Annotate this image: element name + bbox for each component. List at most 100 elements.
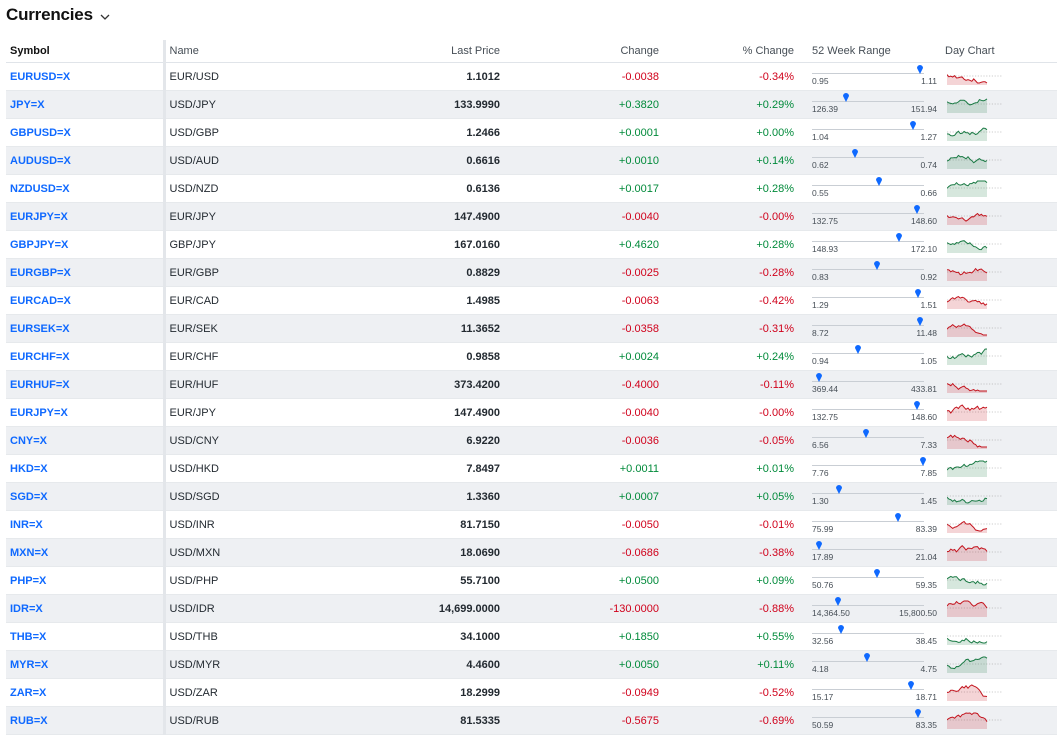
day-chart-cell: [941, 538, 1057, 567]
symbol-link[interactable]: MYR=X: [10, 658, 49, 671]
range-high: 151.94: [911, 104, 937, 114]
table-row[interactable]: INR=X USD/INR 81.7150 -0.0050 -0.01% 75.…: [6, 510, 1057, 539]
symbol-cell: CNY=X: [6, 426, 164, 455]
table-row[interactable]: AUDUSD=X USD/AUD 0.6616 +0.0010 +0.14% 0…: [6, 146, 1057, 175]
range-track: [812, 409, 924, 410]
symbol-link[interactable]: ZAR=X: [10, 686, 47, 699]
range-marker-icon: [914, 205, 921, 214]
symbol-link[interactable]: CNY=X: [10, 434, 47, 447]
name-cell: EUR/GBP: [162, 258, 309, 287]
range-track: [812, 605, 924, 606]
symbol-link[interactable]: GBPJPY=X: [10, 238, 69, 251]
symbol-link[interactable]: EURSEK=X: [10, 322, 70, 335]
table-header-row: Symbol Name Last Price Change % Change 5…: [6, 40, 1057, 63]
day-sparkline: [947, 711, 1003, 729]
pct-change-cell: +0.09%: [663, 566, 798, 595]
table-row[interactable]: SGD=X USD/SGD 1.3360 +0.0007 +0.05% 1.30…: [6, 482, 1057, 511]
symbol-link[interactable]: EURGBP=X: [10, 266, 71, 279]
table-row[interactable]: GBPJPY=X GBP/JPY 167.0160 +0.4620 +0.28%…: [6, 230, 1057, 259]
range-track: [812, 157, 924, 158]
table-row[interactable]: EURHUF=X EUR/HUF 373.4200 -0.4000 -0.11%…: [6, 370, 1057, 399]
table-row[interactable]: EURCAD=X EUR/CAD 1.4985 -0.0063 -0.42% 1…: [6, 286, 1057, 315]
change-cell: +0.4620: [504, 230, 663, 259]
range-track: [812, 73, 924, 74]
symbol-link[interactable]: EURJPY=X: [10, 210, 68, 223]
currencies-dropdown[interactable]: Currencies: [6, 4, 110, 26]
range-track: [812, 101, 924, 102]
col-header-52-week-range: 52 Week Range: [798, 40, 941, 63]
range-low: 126.39: [812, 104, 838, 114]
table-row[interactable]: CNY=X USD/CNY 6.9220 -0.0036 -0.05% 6.56…: [6, 426, 1057, 455]
col-header-last-price[interactable]: Last Price: [309, 40, 504, 63]
table-row[interactable]: GBPUSD=X USD/GBP 1.2466 +0.0001 +0.00% 1…: [6, 118, 1057, 147]
table-row[interactable]: EURJPY=X EUR/JPY 147.4900 -0.0040 -0.00%…: [6, 202, 1057, 231]
table-row[interactable]: EURSEK=X EUR/SEK 11.3652 -0.0358 -0.31% …: [6, 314, 1057, 343]
table-row[interactable]: PHP=X USD/PHP 55.7100 +0.0500 +0.09% 50.…: [6, 566, 1057, 595]
symbol-link[interactable]: SGD=X: [10, 490, 48, 503]
symbol-link[interactable]: PHP=X: [10, 574, 47, 587]
col-header-symbol[interactable]: Symbol: [6, 40, 164, 63]
table-row[interactable]: EURGBP=X EUR/GBP 0.8829 -0.0025 -0.28% 0…: [6, 258, 1057, 287]
table-row[interactable]: EURJPY=X EUR/JPY 147.4900 -0.0040 -0.00%…: [6, 398, 1057, 427]
symbol-link[interactable]: NZDUSD=X: [10, 182, 70, 195]
symbol-link[interactable]: GBPUSD=X: [10, 126, 71, 139]
change-cell: -0.5675: [504, 706, 663, 735]
range-track: [812, 521, 924, 522]
symbol-link[interactable]: HKD=X: [10, 462, 48, 475]
col-header-name[interactable]: Name: [162, 40, 309, 63]
table-row[interactable]: NZDUSD=X USD/NZD 0.6136 +0.0017 +0.28% 0…: [6, 174, 1057, 203]
day-sparkline: [947, 495, 1003, 505]
day-chart-cell: [941, 622, 1057, 651]
symbol-link[interactable]: EURCHF=X: [10, 350, 70, 363]
symbol-link[interactable]: EURUSD=X: [10, 70, 71, 83]
table-row[interactable]: THB=X USD/THB 34.1000 +0.1850 +0.55% 32.…: [6, 622, 1057, 651]
symbol-cell: MYR=X: [6, 650, 164, 679]
symbol-link[interactable]: THB=X: [10, 630, 47, 643]
range-cell: 14,364.50 15,800.50: [798, 594, 941, 623]
last-price-cell: 133.9990: [309, 90, 504, 119]
col-header-pct-change[interactable]: % Change: [663, 40, 798, 63]
range-high: 0.66: [920, 188, 937, 198]
table-row[interactable]: MXN=X USD/MXN 18.0690 -0.0686 -0.38% 17.…: [6, 538, 1057, 567]
col-header-change[interactable]: Change: [504, 40, 663, 63]
table-row[interactable]: HKD=X USD/HKD 7.8497 +0.0011 +0.01% 7.76…: [6, 454, 1057, 483]
name-cell: EUR/CAD: [162, 286, 309, 315]
range-marker-icon: [854, 345, 861, 354]
day-chart-cell: [941, 146, 1057, 175]
symbol-link[interactable]: IDR=X: [10, 602, 43, 615]
table-row[interactable]: JPY=X USD/JPY 133.9990 +0.3820 +0.29% 12…: [6, 90, 1057, 119]
range-low: 7.76: [812, 468, 829, 478]
range-track: [812, 213, 924, 214]
table-row[interactable]: EURCHF=X EUR/CHF 0.9858 +0.0024 +0.24% 0…: [6, 342, 1057, 371]
change-cell: -0.0949: [504, 678, 663, 707]
symbol-link[interactable]: EURJPY=X: [10, 406, 68, 419]
day-chart-cell: [941, 230, 1057, 259]
symbol-link[interactable]: EURHUF=X: [10, 378, 70, 391]
name-cell: USD/MXN: [162, 538, 309, 567]
range-high: 4.75: [920, 664, 937, 674]
range-track: [812, 129, 924, 130]
last-price-cell: 0.9858: [309, 342, 504, 371]
table-row[interactable]: IDR=X USD/IDR 14,699.0000 -130.0000 -0.8…: [6, 594, 1057, 623]
range-marker-icon: [862, 429, 869, 438]
range-cell: 1.04 1.27: [798, 118, 941, 147]
last-price-cell: 147.4900: [309, 202, 504, 231]
range-track: [812, 185, 924, 186]
symbol-link[interactable]: EURCAD=X: [10, 294, 71, 307]
table-row[interactable]: RUB=X USD/RUB 81.5335 -0.5675 -0.69% 50.…: [6, 706, 1057, 735]
range-cell: 132.75 148.60: [798, 202, 941, 231]
table-row[interactable]: EURUSD=X EUR/USD 1.1012 -0.0038 -0.34% 0…: [6, 62, 1057, 91]
range-marker-icon: [851, 149, 858, 158]
symbol-link[interactable]: MXN=X: [10, 546, 49, 559]
range-cell: 1.30 1.45: [798, 482, 941, 511]
pct-change-cell: -0.00%: [663, 398, 798, 427]
table-row[interactable]: ZAR=X USD/ZAR 18.2999 -0.0949 -0.52% 15.…: [6, 678, 1057, 707]
symbol-link[interactable]: AUDUSD=X: [10, 154, 71, 167]
table-row[interactable]: MYR=X USD/MYR 4.4600 +0.0050 +0.11% 4.18…: [6, 650, 1057, 679]
symbol-link[interactable]: RUB=X: [10, 714, 48, 727]
range-cell: 50.59 83.35: [798, 706, 941, 735]
symbol-link[interactable]: JPY=X: [10, 98, 45, 111]
name-cell: USD/NZD: [162, 174, 309, 203]
symbol-link[interactable]: INR=X: [10, 518, 43, 531]
range-marker-icon: [835, 485, 842, 494]
